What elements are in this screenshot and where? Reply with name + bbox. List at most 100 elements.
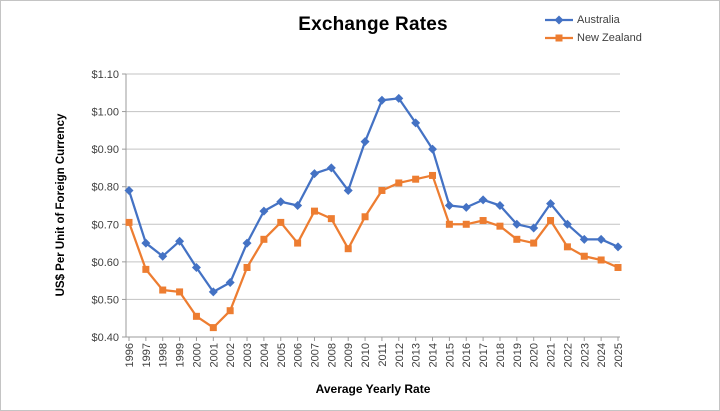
legend-label-new-zealand: New Zealand [577, 32, 642, 44]
y-axis-title: US$ Per Unit of Foreign Currency [55, 113, 67, 297]
australia-data-point [428, 144, 438, 154]
y-axis-tick-label: $0.50 [91, 294, 119, 306]
legend-label-australia: Australia [577, 14, 620, 26]
australia-data-point [225, 278, 235, 288]
chart-title: Exchange Rates [298, 14, 448, 35]
australia-data-point [309, 169, 319, 179]
new-zealand-data-point [327, 215, 335, 223]
new-zealand-data-point [462, 220, 470, 228]
australia-data-point [360, 137, 370, 147]
x-axis-tick-label: 2014 [428, 343, 440, 367]
australia-data-point [343, 185, 353, 195]
legend-item-new-zealand: New Zealand [544, 29, 642, 47]
x-axis-title: Average Yearly Rate [315, 382, 431, 396]
australia-data-point [478, 195, 488, 205]
new-zealand-data-point [597, 256, 605, 264]
y-axis-tick-label: $0.80 [91, 182, 119, 194]
australia-data-point [461, 202, 471, 212]
x-axis-tick-label: 2022 [562, 343, 574, 367]
x-axis-tick-label: 1999 [175, 343, 187, 367]
x-axis-tick-label: 2010 [360, 343, 372, 367]
y-axis-tick-label: $0.90 [91, 144, 119, 156]
y-axis-tick-label: $0.70 [91, 219, 119, 231]
new-zealand-data-point [563, 243, 571, 251]
x-axis-tick-label: 2007 [309, 343, 321, 367]
x-axis-tick-label: 2020 [529, 343, 541, 367]
new-zealand-data-point [226, 307, 234, 315]
australia-series-swatch-icon [545, 15, 573, 25]
new-zealand-data-point [513, 235, 521, 243]
australia-data-point [579, 234, 589, 244]
new-zealand-data-point [496, 222, 504, 230]
x-axis-tick-label: 2004 [259, 343, 271, 367]
australia-data-point [191, 262, 201, 272]
new-zealand-data-point [445, 220, 453, 228]
new-zealand-data-point [395, 179, 403, 187]
x-axis-tick-label: 2009 [343, 343, 355, 367]
x-axis-tick-label: 2024 [596, 343, 608, 367]
x-axis-tick-label: 1997 [141, 343, 153, 367]
new-zealand-data-point [378, 186, 386, 194]
new-zealand-data-point [176, 288, 184, 296]
new-zealand-series-swatch-icon [545, 34, 573, 42]
australia-data-point [293, 201, 303, 210]
new-zealand-data-point [294, 239, 302, 247]
x-axis-tick-label: 2006 [293, 343, 305, 367]
x-axis-tick-label: 1996 [124, 343, 136, 367]
x-axis-tick-label: 2001 [208, 343, 220, 367]
new-zealand-data-point [310, 207, 318, 215]
new-zealand-data-point [580, 252, 588, 260]
australia-data-point [276, 197, 286, 207]
new-zealand-data-point [260, 235, 268, 243]
australia-data-point [512, 219, 522, 229]
new-zealand-data-point [530, 239, 538, 247]
new-zealand-data-point [209, 324, 217, 332]
australia-data-point [208, 287, 218, 297]
legend: Australia New Zealand [544, 11, 642, 47]
y-axis-tick-label: $1.00 [91, 107, 119, 119]
australia-data-point [377, 95, 387, 105]
x-axis-tick-label: 2018 [495, 343, 507, 367]
x-axis-tick-label: 2016 [461, 343, 473, 367]
australia-data-point [259, 206, 269, 216]
new-zealand-data-point [614, 263, 622, 271]
new-zealand-data-point [479, 217, 487, 225]
new-zealand-data-point [344, 245, 352, 253]
x-axis-tick-label: 1998 [158, 343, 170, 367]
australia-data-point [546, 199, 556, 209]
australia-data-point [529, 223, 539, 233]
x-axis-tick-label: 2021 [546, 343, 558, 367]
new-zealand-data-point [142, 265, 150, 273]
new-zealand-data-point [361, 213, 369, 221]
new-zealand-data-point [243, 263, 251, 271]
australia-line [127, 97, 619, 294]
new-zealand-data-point [159, 286, 167, 294]
australia-data-point [242, 238, 252, 248]
x-axis-tick-label: 2015 [444, 343, 456, 367]
australia-data-point [495, 201, 505, 210]
new-zealand-data-point [412, 175, 420, 183]
new-zealand-data-point [192, 312, 200, 320]
y-axis-tick-label: $0.40 [91, 332, 119, 344]
australia-data-point [411, 118, 421, 128]
australia-data-point [394, 93, 404, 103]
x-axis-tick-label: 2000 [191, 343, 203, 367]
new-zealand-line [127, 174, 619, 329]
australia-data-point [141, 238, 151, 248]
x-axis-tick-label: 2005 [276, 343, 288, 367]
australia-data-point [158, 251, 168, 261]
x-axis-tick-label: 2012 [394, 343, 406, 367]
new-zealand-data-point [125, 218, 133, 226]
x-axis-tick-label: 2011 [377, 343, 389, 367]
x-axis-tick-label: 2013 [411, 343, 423, 367]
new-zealand-data-point [277, 218, 285, 226]
new-zealand-data-point [429, 171, 437, 179]
x-axis-tick-label: 2023 [579, 343, 591, 367]
x-axis-tick-label: 2002 [225, 343, 237, 367]
x-axis-tick-label: 2017 [478, 343, 490, 367]
x-axis-tick-label: 2008 [326, 343, 338, 367]
australia-data-point [596, 234, 606, 244]
x-axis-tick-label: 2019 [512, 343, 524, 367]
